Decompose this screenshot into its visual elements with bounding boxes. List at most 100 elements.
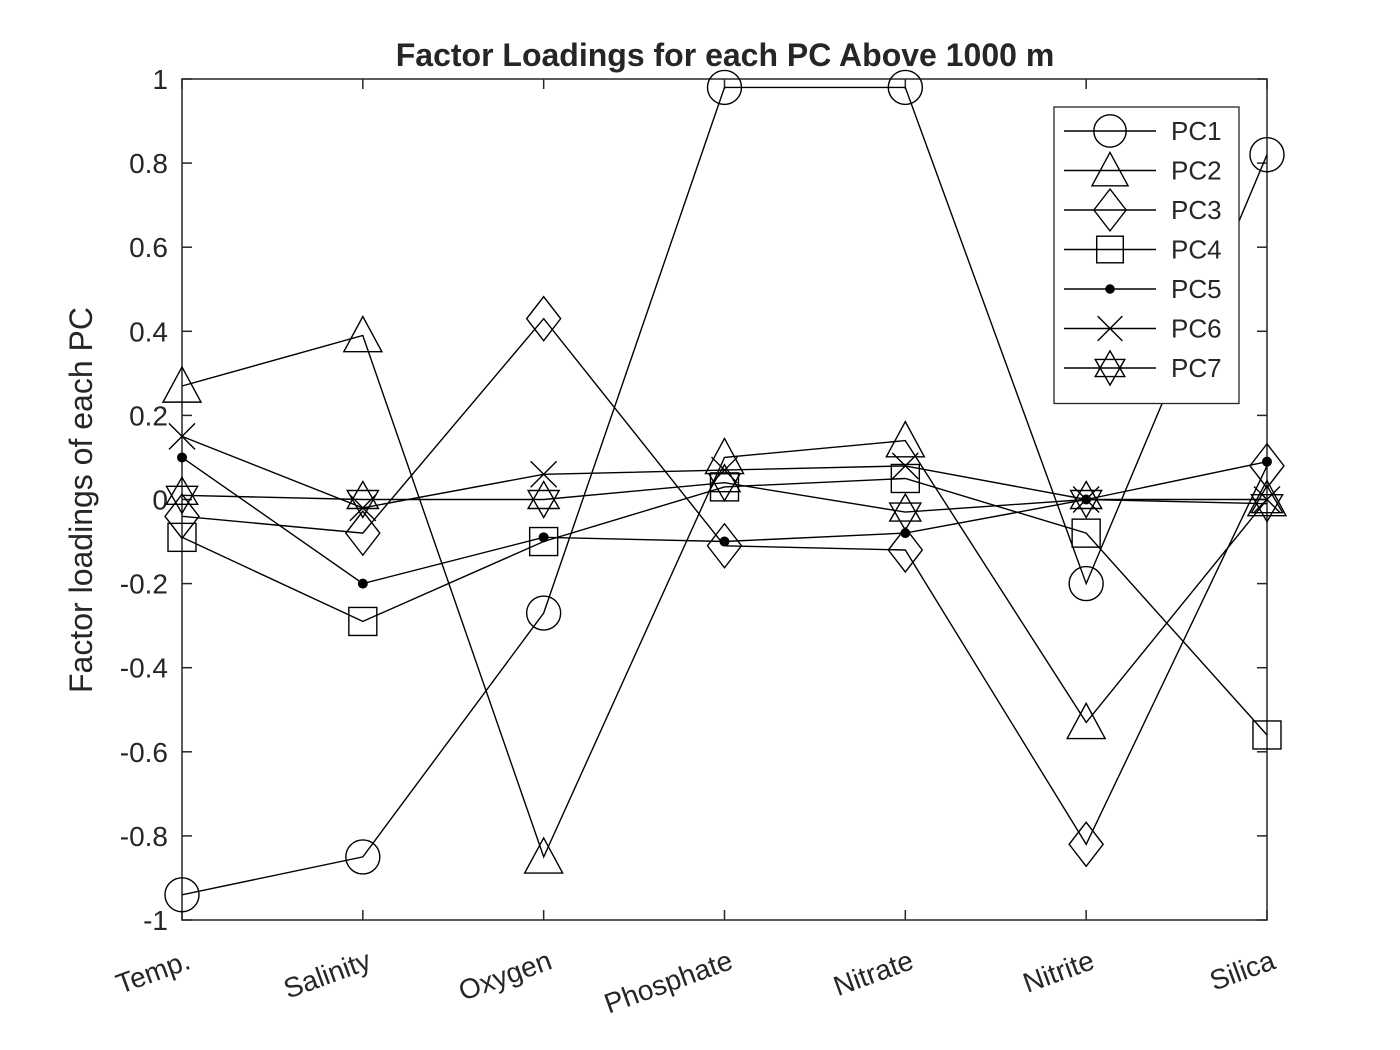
data-point-pc3 xyxy=(706,522,743,569)
data-point-pc6 xyxy=(530,460,558,488)
data-point-pc3 xyxy=(344,509,381,557)
data-point-pc6 xyxy=(168,422,196,450)
y-tick-label: -0.6 xyxy=(120,737,168,768)
hexagram-part xyxy=(526,480,561,510)
data-point-pc7 xyxy=(165,475,199,515)
legend-marker xyxy=(1105,284,1115,294)
data-point-pc5 xyxy=(177,452,187,463)
hexagram-part xyxy=(1093,349,1127,378)
data-point-pc6 xyxy=(1253,486,1281,513)
data-point-pc2 xyxy=(1065,701,1107,740)
data-point-pc7 xyxy=(526,480,561,519)
y-tick-label: 0.8 xyxy=(129,148,168,179)
legend-item-pc2: PC2 xyxy=(1064,150,1222,187)
hexagram-part xyxy=(1069,489,1103,519)
legend-item-pc6: PC6 xyxy=(1064,314,1222,344)
series-line-pc4 xyxy=(181,477,1268,736)
hexagram-part xyxy=(1069,480,1103,510)
hexagram-part xyxy=(165,485,199,515)
hexagram-part xyxy=(888,502,923,532)
data-point-pc4 xyxy=(1252,720,1282,750)
data-point-pc4 xyxy=(167,522,197,553)
y-axis-label: Factor loadings of each PC xyxy=(63,307,99,693)
data-point-pc2 xyxy=(523,836,564,874)
data-point-pc5 xyxy=(719,536,730,547)
data-point-pc2 xyxy=(885,420,926,458)
legend-label: PC5 xyxy=(1171,274,1222,304)
legend-marker xyxy=(1090,150,1130,187)
legend: PC1 PC2 PC3 PC4 PC5 PC6 PC7 xyxy=(1053,106,1240,405)
data-point-pc3 xyxy=(887,526,924,574)
legend-marker xyxy=(1092,187,1128,233)
data-point-pc5 xyxy=(900,528,911,539)
data-point-pc6 xyxy=(891,452,919,480)
hexagram-part xyxy=(345,489,380,519)
data-point-pc4 xyxy=(1071,518,1101,548)
y-tick-label: 0.2 xyxy=(129,400,168,431)
hexagram-part xyxy=(707,473,742,503)
legend-label: PC1 xyxy=(1171,116,1222,146)
legend-label: PC3 xyxy=(1171,195,1222,225)
y-tick-label: -1 xyxy=(143,905,168,936)
data-point-pc5 xyxy=(357,578,368,589)
legend-item-pc3: PC3 xyxy=(1064,187,1222,233)
hexagram-part xyxy=(1250,494,1284,524)
data-point-pc2 xyxy=(342,315,384,353)
y-tick-label: 0 xyxy=(152,485,168,516)
y-tick-label: 0.4 xyxy=(129,316,168,347)
legend-box xyxy=(1053,106,1240,405)
y-axis-ticks: -1 -0.8 -0.6 -0.4 -0.2 0 0.2 0.4 0.6 0.8 1 xyxy=(120,64,1267,936)
legend-marker xyxy=(1095,235,1124,264)
y-tick-label: 0.6 xyxy=(129,232,168,263)
hexagram-part xyxy=(1250,484,1284,514)
series-line-pc7 xyxy=(181,481,1268,513)
legend-label: PC4 xyxy=(1171,235,1222,265)
series-pc1 xyxy=(164,69,1285,913)
legend-item-pc7: PC7 xyxy=(1064,349,1222,387)
y-tick-label: 1 xyxy=(152,64,168,95)
series-pc2 xyxy=(161,315,1288,874)
legend-item-pc1: PC1 xyxy=(1064,114,1222,148)
legend-label: PC6 xyxy=(1171,314,1222,344)
data-point-pc4 xyxy=(890,463,921,494)
series-group xyxy=(161,69,1288,913)
legend-marker xyxy=(1093,114,1127,148)
series-line-pc1 xyxy=(181,86,1268,896)
hexagram-part xyxy=(345,480,380,510)
legend-marker xyxy=(1097,315,1123,342)
data-point-pc1 xyxy=(706,69,743,106)
hexagram-part xyxy=(526,489,561,519)
legend-item-pc4: PC4 xyxy=(1064,235,1222,265)
y-tick-label: -0.8 xyxy=(120,821,168,852)
data-point-pc1 xyxy=(525,595,562,631)
hexagram-part xyxy=(1093,358,1127,387)
chart-title: Factor Loadings for each PC Above 1000 m xyxy=(396,37,1055,73)
series-pc7 xyxy=(165,463,1284,532)
legend-label: PC7 xyxy=(1171,353,1222,383)
legend-item-pc5: PC5 xyxy=(1064,274,1222,304)
data-point-pc2 xyxy=(1246,479,1288,517)
data-point-pc3 xyxy=(525,295,562,342)
data-point-pc1 xyxy=(164,877,200,913)
data-point-pc4 xyxy=(348,606,378,637)
data-point-pc2 xyxy=(161,365,203,403)
data-point-pc7 xyxy=(345,480,380,519)
data-point-pc3 xyxy=(164,493,200,540)
data-point-pc1 xyxy=(345,839,381,875)
data-point-pc7 xyxy=(707,463,742,503)
data-point-pc3 xyxy=(1068,821,1105,868)
hexagram-part xyxy=(707,463,742,493)
data-point-pc3 xyxy=(1249,442,1285,490)
hexagram-part xyxy=(165,475,199,505)
data-point-pc1 xyxy=(1249,136,1285,173)
series-line-pc2 xyxy=(181,334,1268,859)
y-tick-label: -0.2 xyxy=(120,569,168,600)
hexagram-part xyxy=(888,492,923,522)
data-point-pc1 xyxy=(1068,565,1104,602)
data-point-pc5 xyxy=(1261,456,1272,467)
legend-label: PC2 xyxy=(1171,156,1222,186)
series-pc4 xyxy=(167,463,1282,750)
data-point-pc7 xyxy=(1250,484,1284,524)
data-point-pc7 xyxy=(1069,480,1103,519)
